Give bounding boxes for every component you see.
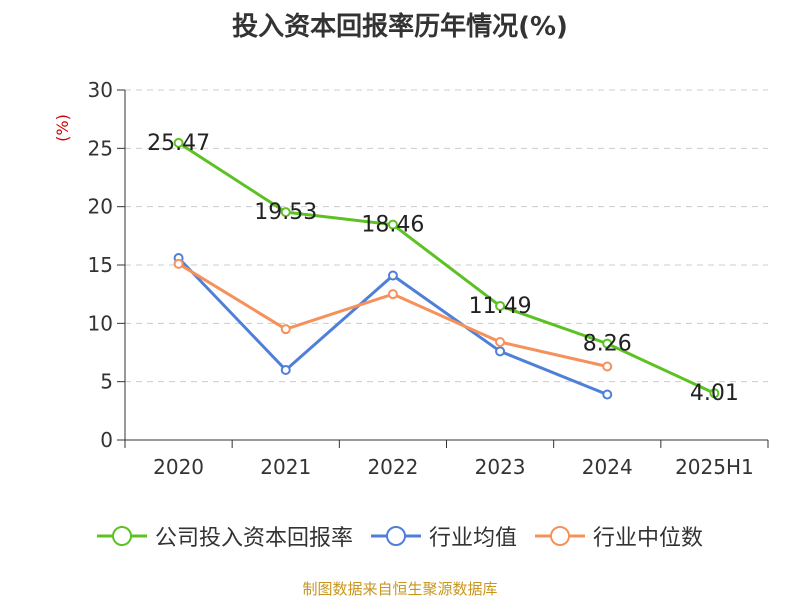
- data-label: 11.49: [469, 294, 532, 319]
- data-point: [387, 219, 398, 230]
- series-line: [177, 141, 716, 395]
- legend-label: 行业均值: [428, 526, 517, 551]
- legend-marker-icon: [96, 526, 147, 546]
- x-tick-label: 2024: [582, 455, 633, 479]
- source-note: 制图数据来自恒生聚源数据库: [302, 580, 498, 598]
- x-tick-label: 2020: [153, 455, 204, 479]
- y-tick-label: 10: [88, 311, 113, 335]
- data-label: 18.46: [361, 213, 424, 238]
- data-point: [387, 270, 398, 281]
- data-point: [602, 361, 613, 372]
- legend-marker-icon: [535, 526, 585, 546]
- x-tick-label: 2025H1: [675, 455, 754, 479]
- data-labels: 25.47 19.53 18.46 11.49 8.26 4.01: [147, 131, 739, 406]
- legend-label: 公司投入资本回报率: [154, 526, 353, 551]
- legend-item[interactable]: 行业均值: [370, 520, 517, 552]
- data-point: [495, 300, 506, 311]
- data-point: [280, 365, 291, 375]
- data-point: [495, 346, 506, 357]
- data-point: [602, 389, 613, 400]
- series-lines: [173, 137, 720, 400]
- data-point: [280, 324, 291, 335]
- data-label: 19.53: [254, 200, 317, 225]
- data-point: [387, 289, 398, 300]
- data-point: [495, 337, 506, 347]
- axes: 0 5 10 15 20 25 30 2020 2021 2022 2023 2024 2025H1: [88, 78, 769, 479]
- grid-lines: [125, 89, 768, 383]
- y-axis-label: (%): [53, 114, 72, 142]
- data-point: [280, 207, 291, 218]
- legend-label: 行业中位数: [593, 526, 704, 551]
- data-label: 25.47: [147, 131, 210, 156]
- x-tick-label: 2022: [367, 455, 418, 479]
- y-tick-label: 5: [100, 370, 113, 394]
- data-point: [709, 388, 720, 399]
- legend-item[interactable]: 公司投入资本回报率: [96, 520, 353, 552]
- x-tick-label: 2021: [260, 455, 311, 479]
- data-label: 4.01: [690, 381, 739, 406]
- y-tick-label: 20: [88, 195, 113, 219]
- legend-marker-icon: [370, 526, 421, 546]
- data-point: [602, 338, 613, 349]
- data-point: [173, 258, 184, 269]
- x-tick-label: 2023: [475, 455, 526, 479]
- y-tick-label: 30: [88, 78, 113, 102]
- y-tick-label: 0: [100, 428, 113, 452]
- data-point: [173, 137, 184, 148]
- data-label: 8.26: [583, 332, 632, 357]
- y-tick-label: 25: [88, 136, 113, 160]
- y-tick-label: 15: [88, 253, 113, 277]
- legend: 公司投入资本回报率 行业均值 行业中位数: [0, 520, 800, 552]
- line-chart: 0 5 10 15 20 25 30 2020 2021 2022 2023 2024 2025H1 2…: [53, 78, 769, 479]
- chart-title: 投入资本回报率历年情况(%): [232, 12, 568, 42]
- legend-item[interactable]: 行业中位数: [535, 520, 703, 552]
